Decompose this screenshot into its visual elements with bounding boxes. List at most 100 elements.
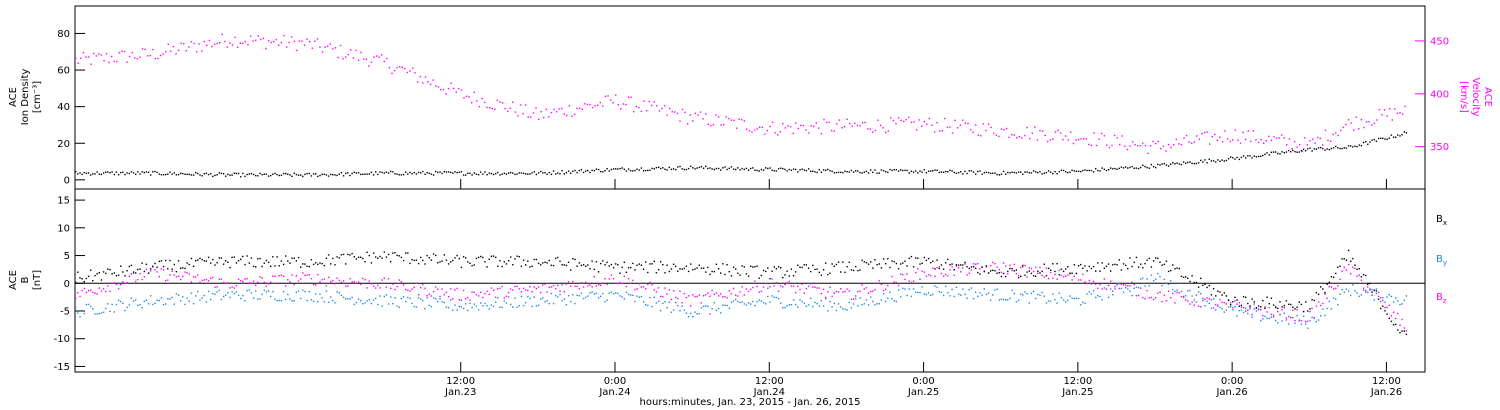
density-point	[250, 173, 253, 175]
density-point	[117, 174, 120, 176]
velocity-point	[288, 41, 290, 44]
by-point	[156, 299, 158, 301]
bx-point	[447, 263, 450, 265]
velocity-point	[424, 76, 427, 78]
by-point	[1236, 315, 1238, 317]
bz-point	[486, 290, 488, 292]
velocity-point	[571, 115, 573, 117]
velocity-point	[180, 42, 182, 44]
density-point	[227, 173, 229, 176]
by-point	[1324, 314, 1326, 317]
density-point	[921, 171, 923, 173]
bx-point	[702, 267, 705, 269]
by-point	[428, 304, 430, 307]
density-point	[698, 166, 700, 169]
bx-point	[1069, 272, 1071, 274]
time-axis: 12:00Jan.230:00Jan.2412:00Jan.240:00Jan.…	[444, 179, 1402, 398]
bx-point	[1380, 307, 1382, 310]
density-point	[490, 172, 493, 175]
density-point	[825, 169, 827, 171]
bz-point	[917, 268, 919, 270]
velocity-point	[123, 50, 126, 53]
by-point	[443, 301, 445, 304]
density-point	[814, 171, 816, 173]
bz-point	[259, 276, 261, 278]
bx-point	[992, 269, 994, 271]
bx-point	[334, 264, 336, 266]
bx-point	[805, 264, 808, 266]
velocity-point	[1314, 142, 1316, 144]
bz-point	[347, 285, 349, 287]
density-point	[319, 174, 321, 177]
density-point	[882, 170, 885, 172]
density-point	[195, 171, 197, 174]
velocity-point	[273, 41, 275, 43]
bz-point	[619, 282, 621, 284]
density-point	[801, 168, 803, 170]
by-point	[252, 297, 255, 299]
bz-point	[1343, 266, 1345, 269]
by-point	[949, 295, 951, 297]
velocity-point	[1234, 129, 1237, 131]
bz-point	[985, 266, 988, 268]
bz-point	[570, 285, 572, 287]
velocity-point	[1149, 145, 1152, 147]
bz-point	[895, 281, 898, 284]
velocity-point	[1247, 130, 1249, 132]
bz-point	[1238, 302, 1240, 304]
by-point	[1307, 327, 1309, 329]
bx-point	[1242, 296, 1245, 298]
bx-point	[844, 271, 846, 273]
field-axis-label-line2: B	[20, 276, 31, 283]
bz-point	[411, 288, 413, 290]
bz-point	[218, 278, 220, 281]
bx-point	[1253, 301, 1255, 303]
density-point	[216, 174, 218, 176]
density-point	[165, 173, 167, 176]
time-axis-tick-label: 12:00	[446, 376, 475, 387]
bz-point	[801, 283, 803, 285]
bx-point	[775, 268, 778, 270]
velocity-point	[625, 103, 627, 106]
velocity-point	[463, 97, 465, 99]
velocity-point	[1191, 142, 1193, 144]
density-point	[1067, 171, 1069, 174]
density-point	[1197, 162, 1200, 164]
density-point	[100, 173, 103, 176]
bz-point	[1240, 306, 1243, 308]
by-point	[651, 305, 653, 308]
density-point	[799, 169, 801, 171]
bz-point	[1386, 306, 1388, 309]
velocity-point	[450, 82, 452, 84]
bx-point	[891, 260, 893, 262]
by-point	[385, 294, 388, 296]
by-point	[1264, 315, 1266, 318]
velocity-point	[1173, 144, 1175, 146]
bx-point	[1320, 286, 1322, 288]
bz-point	[141, 278, 143, 281]
bx-point	[137, 268, 139, 271]
by-point	[147, 303, 150, 305]
by-point	[1065, 301, 1067, 303]
by-point	[355, 301, 358, 304]
velocity-point	[1126, 148, 1129, 151]
bz-point	[1024, 264, 1026, 267]
bz-point	[293, 283, 295, 286]
bx-point	[1296, 306, 1298, 308]
bz-point	[572, 280, 574, 283]
density-point	[407, 173, 409, 175]
velocity-point	[1021, 137, 1023, 139]
bx-point	[771, 270, 773, 272]
density-point	[784, 168, 786, 171]
bx-point	[743, 266, 745, 268]
bx-point	[501, 265, 503, 268]
bx-point	[1170, 269, 1172, 272]
bz-point	[203, 279, 205, 281]
by-point	[92, 308, 94, 310]
bx-point	[497, 265, 499, 267]
by-point	[1069, 295, 1071, 297]
bz-point	[482, 296, 484, 299]
by-point	[441, 301, 443, 303]
by-point	[233, 292, 235, 295]
density-point	[904, 169, 906, 172]
